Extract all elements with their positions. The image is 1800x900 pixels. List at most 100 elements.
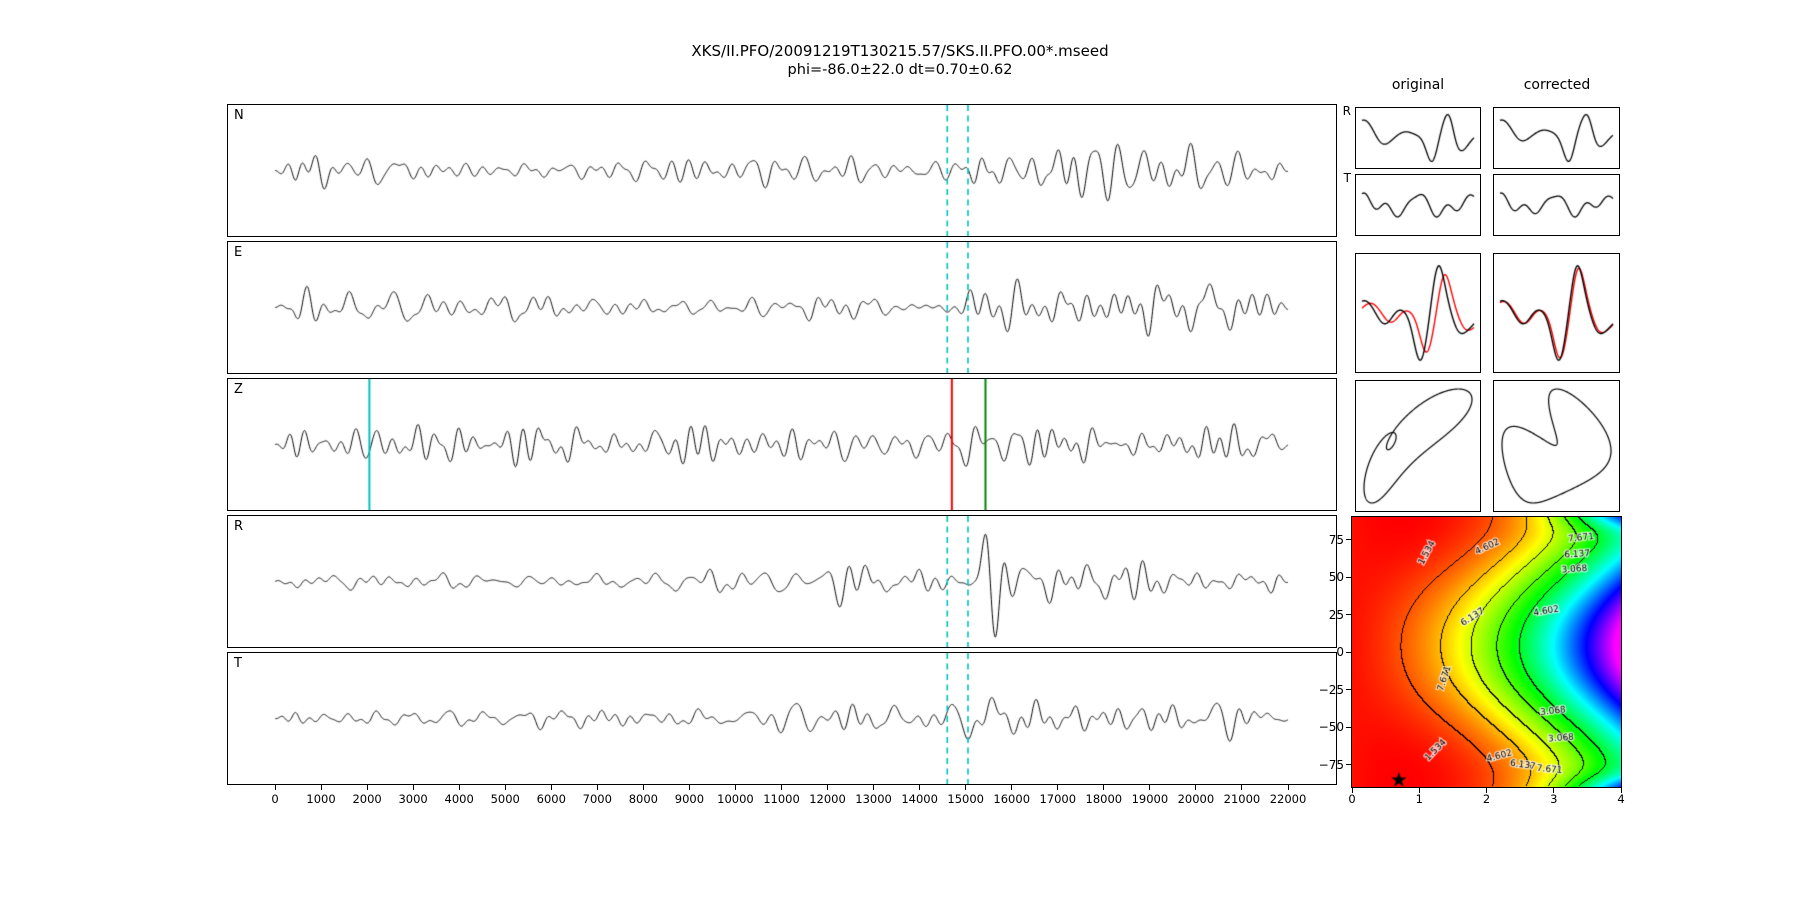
time-axis-tick-mark	[965, 785, 967, 790]
cutout-R-canvas-corrected	[1494, 108, 1619, 168]
time-axis-tick-label: 17000	[1039, 792, 1077, 806]
time-axis-tick-label: 1000	[306, 792, 336, 806]
waveform-overlay-original	[1355, 253, 1481, 373]
waveform-overlay-canvas-original	[1356, 254, 1480, 372]
time-axis-tick-mark	[1195, 785, 1197, 790]
time-axis-tick-mark	[274, 785, 276, 790]
cutout-T-canvas-corrected	[1494, 175, 1619, 235]
time-axis-tick-label: 6000	[536, 792, 566, 806]
seismogram-panel-R: R	[227, 515, 1337, 648]
time-axis-tick-label: 16000	[993, 792, 1031, 806]
time-axis-tick-mark	[320, 785, 322, 790]
panel-label-N: N	[234, 108, 244, 123]
seismogram-panel-N: N	[227, 104, 1337, 237]
phi-axis-tick-mark	[1346, 651, 1351, 653]
time-axis-tick-label: 21000	[1223, 792, 1261, 806]
time-axis-tick-mark	[504, 785, 506, 790]
time-axis-tick-label: 0	[271, 792, 279, 806]
time-axis-tick-label: 22000	[1269, 792, 1307, 806]
phi-axis-tick-label: −75	[1318, 757, 1344, 772]
dt-axis-tick-mark	[1351, 788, 1353, 793]
cutout-row-label-T: T	[1343, 171, 1351, 185]
panel-label-T: T	[234, 656, 242, 671]
time-axis-tick-mark	[734, 785, 736, 790]
time-axis-tick-label: 3000	[398, 792, 428, 806]
dt-axis-tick-mark	[1486, 788, 1487, 793]
time-axis-tick-mark	[596, 785, 598, 790]
error-surface-canvas	[1352, 517, 1621, 787]
phi-axis-tick-label: 25	[1328, 607, 1344, 622]
figure-subtitle: phi=-86.0±22.0 dt=0.70±0.62	[787, 62, 1013, 78]
time-axis-tick-mark	[550, 785, 552, 790]
cutout-R-original	[1355, 107, 1481, 169]
cutout-R-corrected	[1493, 107, 1620, 169]
panel-label-Z: Z	[234, 382, 243, 397]
time-axis-tick-mark	[1103, 785, 1105, 790]
panel-label-E: E	[234, 245, 243, 260]
time-axis-tick-mark	[458, 785, 460, 790]
seismogram-panel-Z: Z	[227, 378, 1337, 511]
time-axis-tick-mark	[412, 785, 414, 790]
trace-canvas-E	[228, 242, 1336, 373]
phi-axis-tick-label: 50	[1328, 570, 1344, 584]
phi-axis-tick-label: 75	[1328, 532, 1344, 547]
time-axis-tick-mark	[1149, 785, 1151, 790]
time-axis-tick-label: 4000	[444, 792, 474, 806]
trace-canvas-N	[228, 105, 1336, 236]
error-surface-panel	[1351, 516, 1622, 788]
phi-axis-tick-label: −25	[1318, 682, 1344, 697]
time-axis-tick-label: 9000	[674, 792, 705, 806]
time-axis-tick-label: 14000	[901, 792, 938, 806]
time-axis-tick-mark	[642, 785, 644, 790]
phi-axis-tick-mark	[1346, 614, 1351, 615]
particle-motion-canvas-corrected	[1494, 381, 1619, 511]
time-axis-tick-label: 13000	[855, 792, 892, 806]
waveform-overlay-corrected	[1493, 253, 1620, 373]
column-header-original: original	[1391, 77, 1445, 93]
particle-motion-canvas-original	[1356, 381, 1480, 511]
seismogram-panel-E: E	[227, 241, 1337, 374]
panel-label-R: R	[234, 519, 244, 534]
time-axis-tick-label: 10000	[717, 792, 754, 806]
trace-canvas-Z	[228, 379, 1336, 510]
dt-axis-tick-label: 2	[1482, 792, 1491, 806]
phi-axis-tick-mark	[1346, 576, 1351, 578]
dt-axis-tick-mark	[1418, 788, 1420, 793]
time-axis-tick-label: 8000	[628, 792, 658, 806]
particle-motion-original	[1355, 380, 1481, 512]
time-axis-tick-mark	[1057, 785, 1059, 790]
cutout-T-corrected	[1493, 174, 1620, 236]
phi-axis-tick-mark	[1346, 764, 1351, 765]
time-axis-tick-mark	[1011, 785, 1013, 790]
cutout-row-label-R: R	[1342, 104, 1351, 118]
column-header-corrected: corrected	[1523, 77, 1591, 93]
particle-motion-corrected	[1493, 380, 1620, 512]
figure-title: XKS/II.PFO/20091219T130215.57/SKS.II.PFO…	[691, 42, 1109, 60]
phi-axis-tick-mark	[1346, 539, 1351, 540]
phi-axis-tick-label: −50	[1318, 720, 1344, 734]
trace-canvas-R	[228, 516, 1336, 647]
phi-axis-tick-mark	[1346, 689, 1351, 690]
trace-canvas-T	[228, 653, 1336, 784]
dt-axis-tick-mark	[1553, 788, 1555, 793]
time-axis-tick-mark	[366, 785, 368, 790]
time-axis-tick-label: 2000	[352, 792, 382, 806]
cutout-T-canvas-original	[1356, 175, 1480, 235]
dt-axis-tick-mark	[1620, 788, 1622, 793]
time-axis-tick-mark	[1287, 785, 1289, 790]
dt-axis-tick-label: 0	[1348, 792, 1356, 806]
time-axis-tick-mark	[873, 785, 875, 790]
time-axis-tick-label: 15000	[947, 792, 984, 806]
time-axis-tick-label: 5000	[490, 792, 520, 806]
dt-axis-tick-label: 1	[1415, 792, 1423, 806]
time-axis-tick-label: 19000	[1131, 792, 1169, 806]
dt-axis-tick-label: 3	[1550, 792, 1558, 806]
cutout-R-canvas-original	[1356, 108, 1480, 168]
time-axis-tick-mark	[827, 785, 829, 790]
time-axis-tick-mark	[781, 785, 782, 790]
time-axis-tick-label: 7000	[582, 792, 612, 806]
seismogram-panel-T: T	[227, 652, 1337, 785]
time-axis-tick-mark	[919, 785, 921, 790]
phi-axis-tick-mark	[1346, 726, 1351, 728]
